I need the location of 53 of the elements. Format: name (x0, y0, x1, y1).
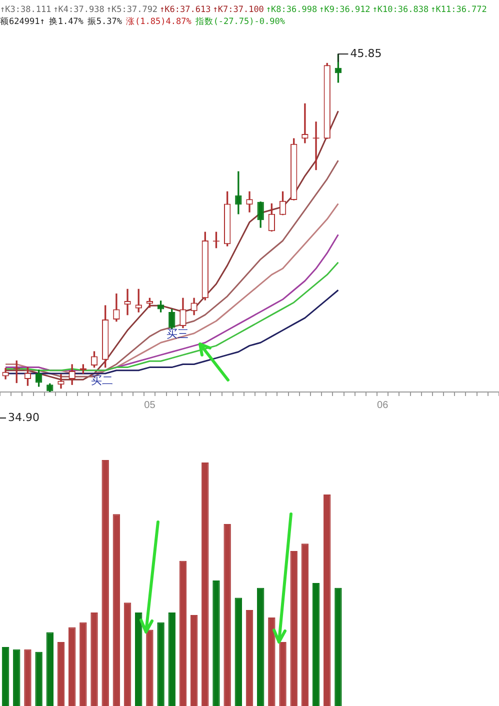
bar (312, 583, 320, 706)
x-tick-label: 06 (377, 400, 389, 411)
text: 34.90 (8, 410, 40, 424)
bar (35, 652, 42, 706)
text: ↑K8:36.998 (266, 5, 318, 15)
candlestick (124, 288, 131, 316)
bar (202, 462, 209, 706)
bar (80, 622, 87, 706)
bar (24, 649, 32, 706)
text: ↑K7:37.100 (212, 5, 264, 15)
text: ↑K10:36.838 (372, 5, 429, 15)
bar (301, 544, 309, 706)
bar (212, 580, 220, 706)
annotation: 45.85 (350, 46, 382, 60)
bar (168, 612, 176, 706)
bar (157, 622, 164, 706)
bar (256, 588, 264, 706)
bar (268, 617, 276, 706)
bar (68, 627, 76, 706)
x-tick-label: 05 (144, 400, 156, 411)
bar (290, 551, 298, 706)
text: 额624991↑ (0, 17, 45, 27)
bar (135, 612, 142, 706)
text: ↑K6:37.613 (160, 5, 211, 15)
bar (146, 630, 154, 706)
text: ↑K3:38.111 (0, 5, 52, 15)
bar (179, 560, 187, 706)
bar (57, 642, 65, 706)
bar (2, 646, 10, 706)
text: 涨(1.85)4.87% (126, 17, 192, 27)
bar (334, 588, 342, 706)
text: 指数(-27.75)-0.90% (195, 17, 285, 27)
bar (224, 524, 231, 706)
bar (112, 514, 120, 706)
bar (102, 460, 109, 706)
text: ↑K5:37.792 (106, 5, 158, 15)
text: ↑K11:36.772 (430, 5, 487, 15)
text: 换1.47% (48, 17, 84, 27)
text: 振5.37% (87, 17, 122, 27)
bar (246, 610, 254, 706)
text: ↑K9:36.912 (319, 5, 370, 15)
bar (124, 602, 132, 706)
bar (279, 642, 286, 706)
bar (46, 632, 54, 706)
bar (13, 649, 20, 706)
text: ↑K4:37.938 (53, 5, 104, 15)
candlestick (302, 103, 308, 144)
bar (90, 612, 98, 706)
annotation: 买二 (90, 374, 113, 387)
bar (234, 598, 242, 706)
candlestick (58, 374, 64, 389)
bar (324, 494, 331, 706)
bar (190, 614, 198, 706)
